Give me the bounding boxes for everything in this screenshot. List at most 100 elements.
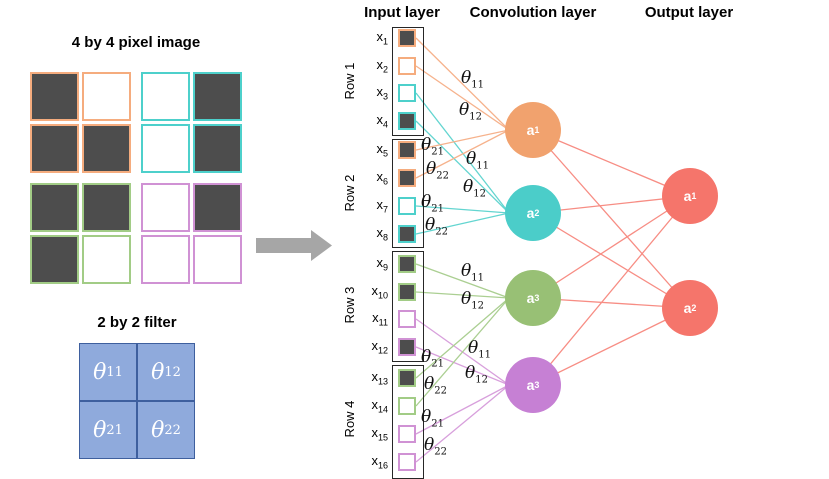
- input-label-subscript: 5: [382, 148, 388, 159]
- input-node-label: x12: [356, 338, 388, 356]
- input-label: x: [376, 141, 383, 156]
- theta-edge-label: θ21: [421, 349, 444, 369]
- input-node-square: [398, 225, 416, 243]
- header-convolution-layer: Convolution layer: [469, 4, 597, 21]
- theta-label-subscript: 22: [436, 170, 449, 182]
- input-node-square: [398, 369, 416, 387]
- input-node-square: [398, 112, 416, 130]
- input-node-label: x16: [356, 453, 388, 471]
- filter-theta: θ: [93, 417, 107, 443]
- output-node-label-subscript: 2: [691, 303, 697, 313]
- input-edge: [415, 297, 510, 407]
- row-group-box: [392, 27, 424, 136]
- input-edge: [415, 297, 510, 379]
- output-node-label-subscript: 1: [691, 191, 697, 201]
- output-edge: [532, 129, 691, 309]
- input-node-label: x1: [356, 29, 388, 47]
- theta-edge-label: θ11: [468, 340, 491, 360]
- input-label: x: [371, 425, 378, 440]
- theta-label: θ: [461, 289, 472, 309]
- input-edge: [415, 129, 510, 151]
- theta-label-subscript: 12: [471, 300, 484, 312]
- pixel-cell: [30, 124, 79, 173]
- theta-label: θ: [461, 68, 472, 88]
- theta-label-subscript: 12: [469, 111, 482, 123]
- theta-label-subscript: 21: [431, 418, 444, 430]
- input-node-square: [398, 57, 416, 75]
- row-label-text: Row 1: [342, 62, 357, 100]
- theta-label-subscript: 11: [471, 272, 484, 284]
- filter-theta-subscript: 12: [164, 364, 181, 380]
- input-node-square: [398, 141, 416, 159]
- theta-edge-label: θ12: [463, 179, 486, 199]
- input-label-subscript: 2: [382, 64, 388, 75]
- row-label-text: Row 3: [342, 286, 357, 324]
- input-edge: [415, 205, 510, 214]
- conv-node-label-subscript: 3: [534, 380, 540, 390]
- input-edge: [415, 384, 510, 435]
- theta-label-subscript: 12: [473, 188, 486, 200]
- output-node-label: a: [683, 188, 692, 204]
- input-node-square: [398, 338, 416, 356]
- theta-label-subscript: 22: [434, 385, 447, 397]
- pixel-cell: [141, 235, 190, 284]
- conv-node-label-subscript: 2: [534, 208, 540, 218]
- pixel-cell: [193, 72, 242, 121]
- input-node-label: x8: [356, 225, 388, 243]
- theta-edge-label: θ11: [466, 151, 489, 171]
- filter-cell: θ 11: [79, 343, 137, 401]
- pixel-cell: [30, 183, 79, 232]
- theta-edge-label: θ22: [425, 217, 448, 237]
- pixel-cell: [82, 183, 131, 232]
- theta-edge-label: θ11: [461, 70, 484, 90]
- row-label-text: Row 4: [342, 400, 357, 438]
- theta-label-subscript: 22: [434, 446, 447, 458]
- filter-theta: θ: [151, 417, 165, 443]
- input-node-label: x5: [356, 141, 388, 159]
- input-label-subscript: 14: [377, 404, 388, 415]
- theta-edge-label: θ12: [465, 365, 488, 385]
- input-node-label: x14: [356, 397, 388, 415]
- input-node-square: [398, 453, 416, 471]
- pixel-cell: [193, 124, 242, 173]
- theta-label: θ: [461, 261, 472, 281]
- input-label-subscript: 15: [377, 432, 388, 443]
- pixel-cell: [193, 183, 242, 232]
- theta-edge-label: θ21: [421, 137, 444, 157]
- input-label: x: [371, 397, 378, 412]
- input-label: x: [376, 169, 383, 184]
- input-label: x: [371, 338, 378, 353]
- theta-edge-label: θ21: [421, 409, 444, 429]
- pixel-cell: [141, 124, 190, 173]
- theta-label: θ: [463, 177, 474, 197]
- input-edge: [415, 120, 510, 214]
- conv-node-label-subscript: 3: [534, 293, 540, 303]
- input-node-label: x4: [356, 112, 388, 130]
- theta-label: θ: [426, 159, 437, 179]
- output-edge: [532, 195, 691, 386]
- input-label: x: [376, 197, 383, 212]
- input-node-square: [398, 197, 416, 215]
- theta-label: θ: [424, 374, 435, 394]
- theta-label: θ: [421, 347, 432, 367]
- theta-label: θ: [424, 435, 435, 455]
- input-label: x: [371, 283, 378, 298]
- theta-edge-label: θ12: [461, 291, 484, 311]
- conv-node-label: a: [526, 377, 535, 393]
- input-edge: [415, 384, 510, 463]
- input-label: x: [376, 29, 383, 44]
- filter-theta-subscript: 21: [106, 422, 123, 438]
- conv-node-label-subscript: 1: [534, 125, 540, 135]
- filter-cell: θ 12: [137, 343, 195, 401]
- header-output-layer: Output layer: [644, 4, 734, 21]
- input-edge: [415, 346, 510, 386]
- input-edge: [415, 263, 510, 299]
- output-edge: [532, 212, 691, 309]
- input-label-subscript: 13: [377, 376, 388, 387]
- input-label-subscript: 8: [382, 232, 388, 243]
